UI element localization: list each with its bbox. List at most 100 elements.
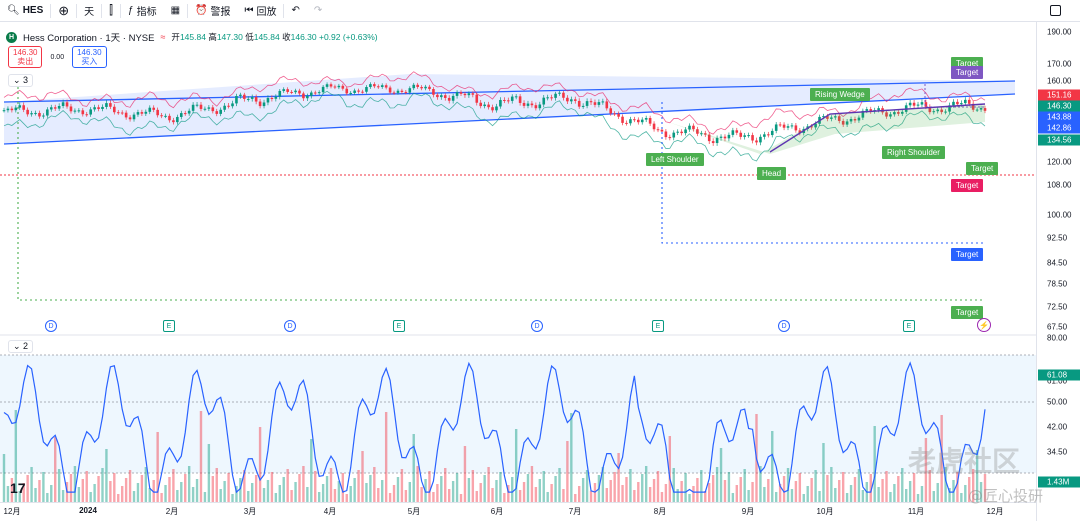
symbol-label: HES [22,5,44,16]
volume-bar [152,480,155,502]
volume-bar [180,482,183,502]
settings-icon[interactable]: ≈ [160,32,166,42]
volume-bar [282,477,285,502]
rewind-icon: ⏮ [244,5,254,16]
candle-body [885,112,888,117]
candle-body [593,102,597,105]
right-shoulder-label[interactable]: Right Shoulder [882,146,945,159]
candle-body [837,116,841,121]
replay-button[interactable]: ⏮ 回放 [237,0,283,22]
candle-body [219,109,222,114]
candle-body [73,110,77,112]
volume-bar [191,487,195,502]
earnings-event-icon[interactable]: E [393,320,405,332]
volume-bar [503,493,506,502]
candle-body [6,108,10,111]
earnings-event-icon[interactable]: E [903,320,915,332]
target-label-green-mid[interactable]: Target [966,162,999,175]
volume-bar [258,427,262,502]
symbol-search[interactable]: 🔍︎ HES [0,0,50,22]
buy-button[interactable]: 146.30 买入 [72,46,107,68]
volume-bar [479,483,482,502]
candle-body [711,141,715,144]
interval-button[interactable]: 天 [77,0,101,22]
y-tick: 84.50 [1047,258,1068,268]
chart-canvas[interactable] [0,22,1036,502]
volume-bar [247,491,250,502]
candle-body [404,91,408,93]
rsi-background [0,355,1036,473]
compare-button[interactable]: ⊕ [51,0,76,22]
volume-bar [369,475,372,502]
sell-button[interactable]: 146.30 卖出 [8,46,43,68]
candle-body [562,92,565,98]
dividend-event-icon[interactable]: D [284,320,296,332]
volume-bar [203,492,207,502]
price-label: 143.88 [1038,111,1080,123]
alerts-button[interactable]: ⏰ 警报 [188,0,237,22]
left-shoulder-label[interactable]: Left Shoulder [646,153,704,166]
time-axis[interactable]: 12月 2024 2月 3月 4月 5月 6月 7月 8月 9月 10月 11月 12月 [0,502,1036,521]
volume-bar [692,486,695,502]
head-shoulders-fill [668,104,985,154]
dividend-event-icon[interactable]: D [778,320,790,332]
pane2-collapse[interactable]: ⌄ 2 [8,340,34,353]
candle-body [451,95,455,101]
candle-body [274,96,278,99]
candle-body [116,112,120,114]
pane1-count: 3 [23,75,29,85]
candle-body [85,114,89,116]
volume-bar [507,485,510,502]
layout-button[interactable]: ▦ [164,0,187,22]
candle-body [105,103,108,107]
candle-body [770,130,774,136]
earnings-event-icon[interactable]: E [163,320,175,332]
volume-bar [353,478,356,502]
price-axis[interactable]: 190.00170.00160.00140.00130.00120.00108.… [1036,22,1080,521]
volume-bar [447,489,451,502]
undo-button[interactable]: ↶ [284,0,306,22]
candle-body [688,125,691,130]
volume-bar [302,466,305,502]
candle-body [262,102,266,107]
candle-body [65,102,69,107]
pane1-collapse[interactable]: ⌄ 3 [8,74,34,87]
candle-body [176,116,179,123]
indicators-button[interactable]: ƒ 指标 [121,0,164,22]
candle-body [514,96,518,98]
head-label[interactable]: Head [757,167,787,180]
flash-icon[interactable]: ⚡ [977,318,991,332]
candle-body [755,140,758,143]
candle-body [798,130,802,134]
candle-body [566,97,569,102]
volume-bar [841,472,845,502]
candle-body [191,104,195,111]
redo-button[interactable]: ↷ [307,0,329,22]
candle-body [2,110,6,112]
dividend-event-icon[interactable]: D [45,320,57,332]
rising-wedge-line [769,103,986,153]
volume-bar [467,478,471,502]
rising-wedge-label[interactable]: Rising Wedge [810,88,870,101]
volume-bar [613,472,616,502]
target-label-blue[interactable]: Target [951,248,984,261]
volume-bar [120,486,124,502]
candle-body [810,126,813,128]
target-label-red[interactable]: Target [951,179,984,192]
volume-bar [487,467,490,502]
volume-bar [924,438,928,502]
fullscreen-button[interactable] [1043,0,1068,22]
volume-bar [676,489,679,502]
candle-body [952,101,955,106]
interval-label: 天 [84,7,95,18]
earnings-event-icon[interactable]: E [652,320,664,332]
target-label-bottom[interactable]: Target [951,306,984,319]
chart-type-button[interactable]: ⫿ [102,0,120,22]
volume-bar [916,494,920,502]
dividend-event-icon[interactable]: D [531,320,543,332]
volume-bar [254,475,258,502]
volume-bar [688,494,691,502]
target-label-purple[interactable]: Target [951,66,984,79]
volume-bar [920,486,924,502]
candle-body [239,94,242,97]
